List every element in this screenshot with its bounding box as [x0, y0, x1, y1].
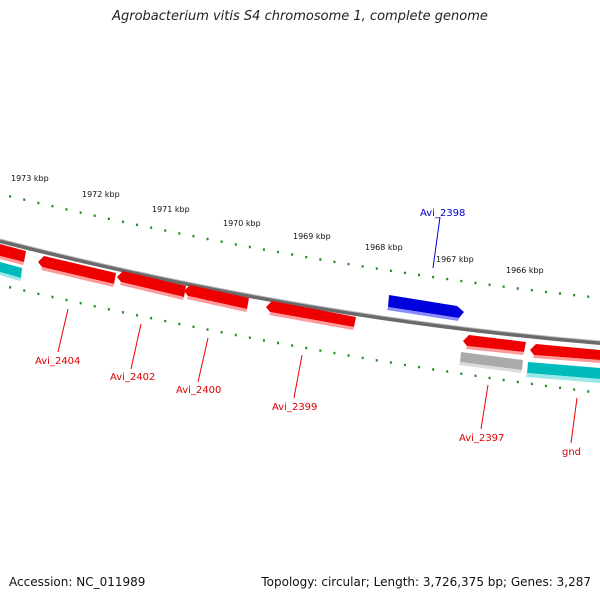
gene-arrow-cyan-right[interactable] [527, 362, 600, 379]
scale-label: 1973 kbp [11, 174, 49, 183]
gene-label-avi-2399[interactable]: Avi_2399 [272, 402, 317, 413]
gene-arrow-gnd-shadow [533, 355, 600, 363]
gene-arrow-avi-2404[interactable] [38, 256, 116, 284]
gene-label-avi-2397[interactable]: Avi_2397 [459, 433, 504, 444]
scale-label: 1970 kbp [223, 219, 261, 228]
gene-label-leaders [57, 216, 578, 444]
gene-label-avi-2400[interactable]: Avi_2400 [176, 385, 221, 396]
chromosome-backbone [0, 239, 600, 345]
leader-avi-2398 [432, 216, 441, 269]
gene-arrow-avi-2398-shadow [387, 307, 459, 321]
scale-labels: 1973 kbp 1972 kbp 1971 kbp 1970 kbp 1969… [11, 174, 544, 275]
genome-summary-text: Topology: circular; Length: 3,726,375 bp… [261, 575, 591, 589]
gene-arrow-left-partial[interactable] [0, 244, 26, 262]
gene-arrow-avi-2402[interactable] [117, 271, 186, 297]
gene-arrow-avi-2398[interactable] [388, 295, 464, 318]
gene-label-avi-2404[interactable]: Avi_2404 [35, 356, 80, 367]
leader-gnd [570, 397, 578, 444]
gene-arrow-cyan-left-shadow [0, 272, 21, 281]
map-title: Agrobacterium vitis S4 chromosome 1, com… [112, 9, 488, 24]
gene-features [0, 244, 600, 383]
gene-arrow-avi-2399-shadow [269, 312, 354, 330]
accession-text: Accession: NC_011989 [9, 575, 146, 589]
gene-label-avi-2402[interactable]: Avi_2402 [110, 372, 155, 383]
gene-arrow-avi-2404-shadow [41, 267, 114, 287]
inner-scale-ticks [9, 285, 590, 393]
scale-label: 1968 kbp [365, 243, 403, 252]
gene-arrow-cyan-left[interactable] [0, 262, 22, 278]
scale-label: 1972 kbp [82, 190, 120, 199]
gene-label-gnd[interactable]: gnd [562, 447, 581, 458]
gene-arrow-gray-shadow [459, 362, 522, 373]
leader-avi-2402 [130, 323, 142, 370]
gene-arrow-avi-2400-shadow [187, 296, 247, 312]
leader-avi-2400 [197, 337, 209, 383]
gene-arrow-gray[interactable] [460, 352, 523, 370]
scale-label: 1967 kbp [436, 255, 474, 264]
leader-avi-2399 [293, 354, 303, 399]
leader-avi-2404 [57, 308, 69, 353]
gene-arrow-gnd[interactable] [530, 344, 600, 360]
gene-arrow-cyan-right-shadow [526, 373, 600, 383]
gene-arrow-avi-2399[interactable] [266, 301, 356, 327]
gene-label-avi-2398[interactable]: Avi_2398 [420, 208, 465, 219]
leader-avi-2397 [480, 384, 489, 430]
scale-label: 1966 kbp [506, 266, 544, 275]
gene-arrow-avi-2397[interactable] [463, 335, 526, 352]
scale-label: 1969 kbp [293, 232, 331, 241]
scale-label: 1971 kbp [152, 205, 190, 214]
chromosome-backbone-highlight [0, 238, 600, 342]
gene-arrow-left-partial-shadow [0, 256, 24, 265]
outer-scale-ticks [9, 195, 590, 299]
gene-arrow-avi-2400[interactable] [184, 285, 249, 309]
gene-arrow-avi-2397-shadow [466, 346, 524, 355]
gene-labels: Avi_2404 Avi_2402 Avi_2400 Avi_2399 Avi_… [35, 208, 581, 458]
gene-arrow-avi-2402-shadow [120, 282, 184, 300]
